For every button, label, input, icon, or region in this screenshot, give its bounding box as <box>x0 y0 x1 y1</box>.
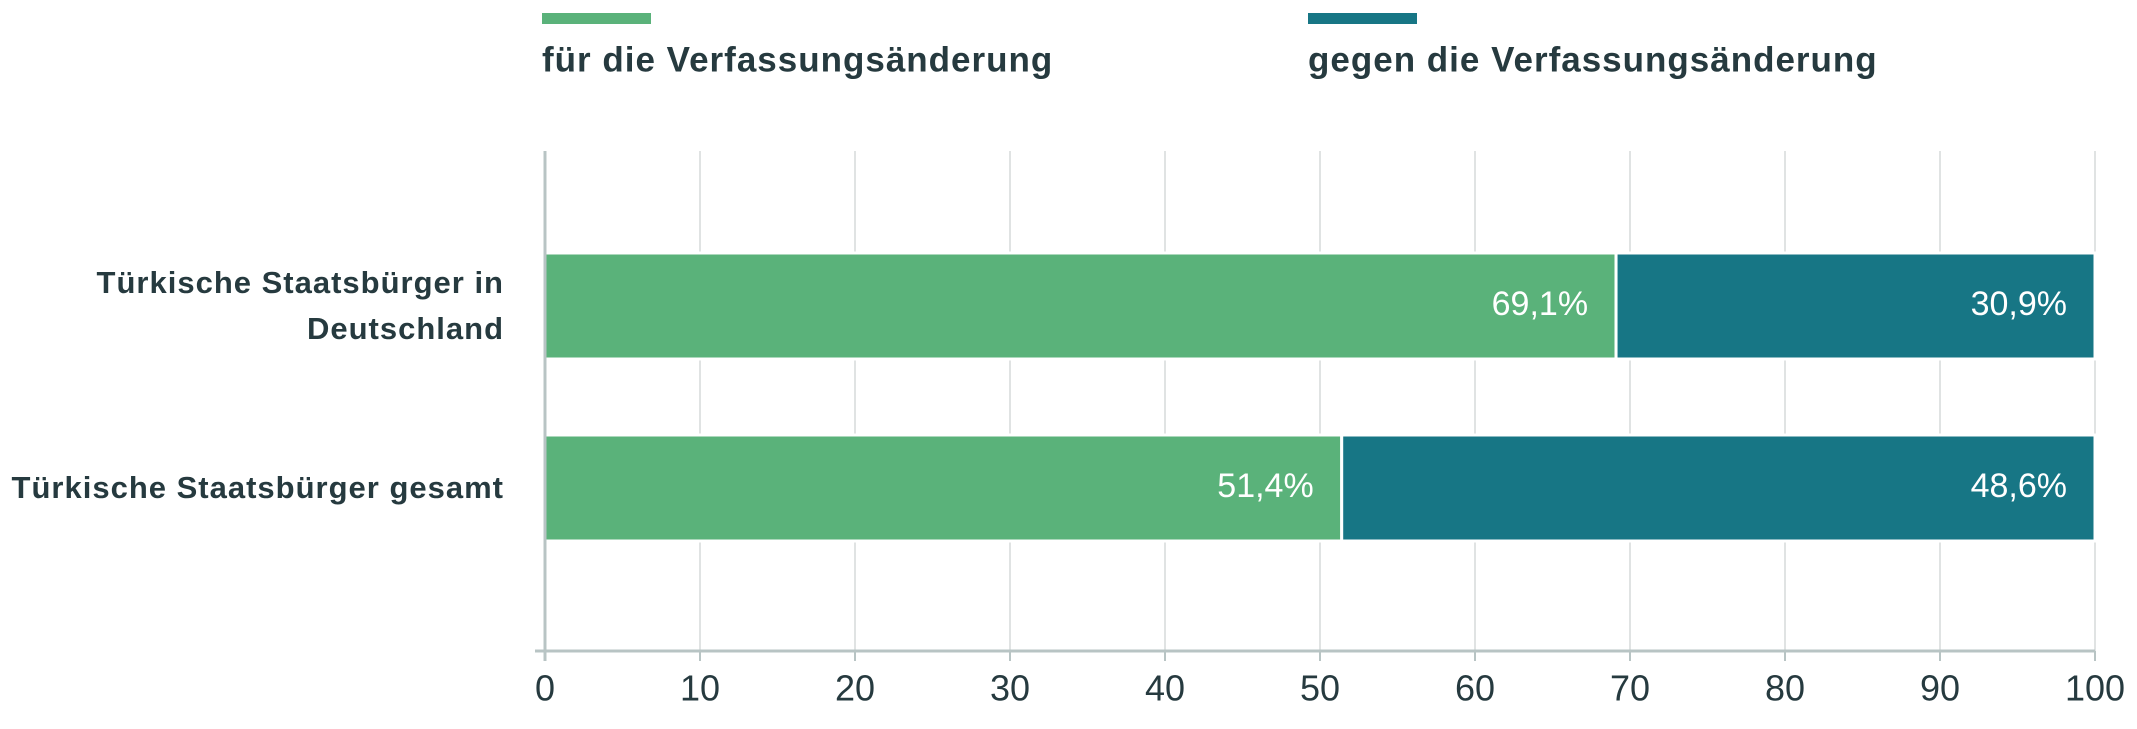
legend-label: für die Verfassungsänderung <box>542 40 1053 79</box>
category-label: Türkische Staatsbürger gesamt <box>11 470 504 505</box>
x-tick-label: 100 <box>2065 668 2125 709</box>
category-label: Türkische Staatsbürger in Deutschland <box>96 265 504 346</box>
legend-swatch <box>1308 13 1417 24</box>
x-tick-label: 90 <box>1920 668 1960 709</box>
x-tick-label: 10 <box>680 668 720 709</box>
legend-swatch <box>542 13 651 24</box>
x-tick-label: 0 <box>535 668 555 709</box>
bar-segment <box>1614 251 2097 361</box>
value-label: 30,9% <box>1971 285 2067 323</box>
legend-label: gegen die Verfassungsänderung <box>1308 40 1878 79</box>
x-tick-label: 80 <box>1765 668 1805 709</box>
x-tick-label: 30 <box>990 668 1030 709</box>
x-tick-label: 60 <box>1455 668 1495 709</box>
value-label: 51,4% <box>1217 467 1313 505</box>
bar-segment <box>543 433 1344 543</box>
bar-segment <box>1340 433 2097 543</box>
x-tick-label: 20 <box>835 668 875 709</box>
bar-segment <box>543 251 1618 361</box>
value-label: 69,1% <box>1492 285 1588 323</box>
value-label: 48,6% <box>1971 467 2067 505</box>
x-tick-label: 70 <box>1610 668 1650 709</box>
x-tick-label: 40 <box>1145 668 1185 709</box>
x-tick-label: 50 <box>1300 668 1340 709</box>
